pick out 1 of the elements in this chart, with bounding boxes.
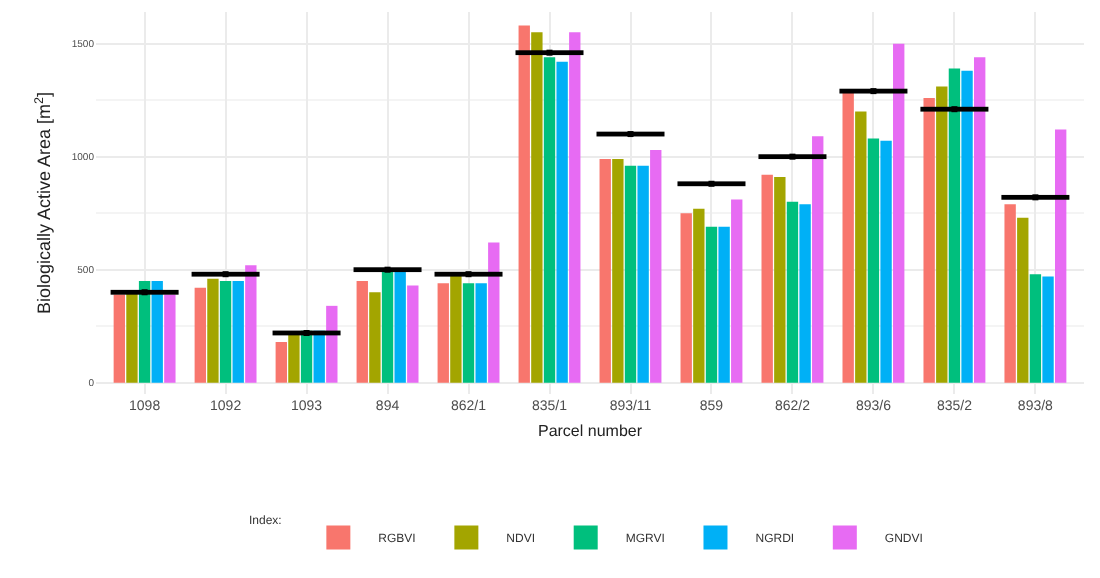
x-axis-title: Parcel number	[537, 422, 643, 441]
